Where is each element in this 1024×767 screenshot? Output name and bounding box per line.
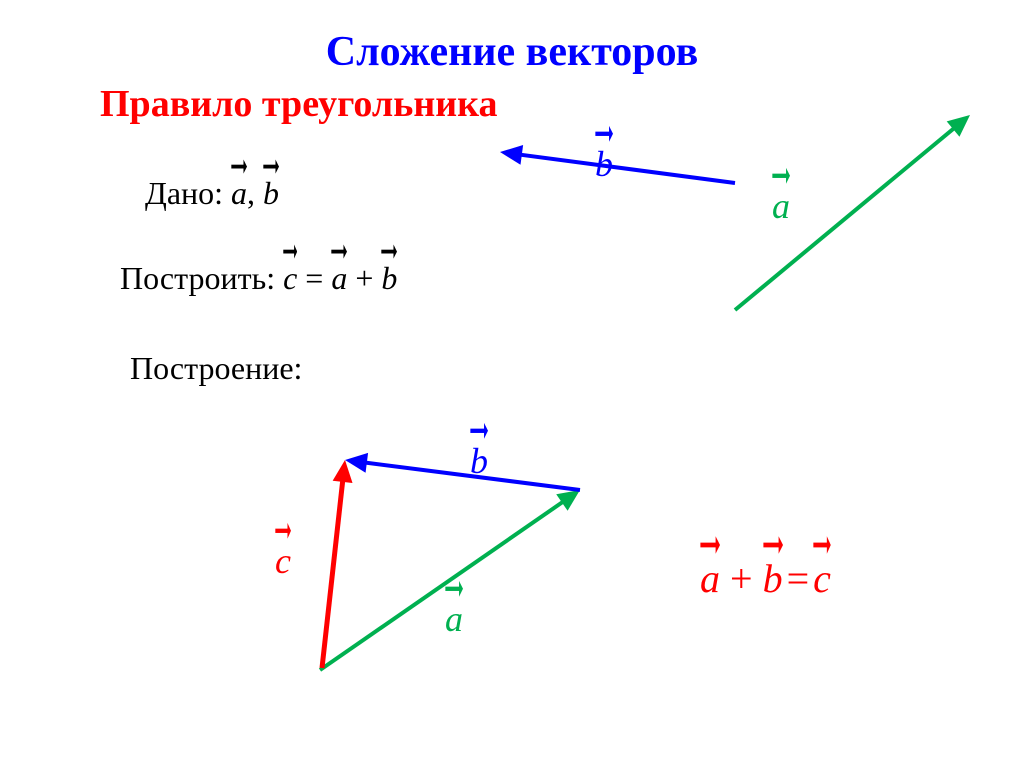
vector-c-label: c [275, 540, 291, 582]
symbol-b: b [263, 175, 279, 211]
title-text: Сложение векторов [326, 29, 699, 75]
plus: + [347, 260, 381, 296]
bottom-b-label: b [470, 440, 488, 482]
label-a: a [772, 186, 790, 226]
label-b: b [470, 441, 488, 481]
symbol-a: a [331, 260, 347, 296]
equals: = [297, 260, 331, 296]
bottom-c-label: c [275, 540, 291, 582]
vector-b-label: b [470, 440, 488, 482]
page-title: Сложение векторов [0, 28, 1024, 76]
vector-arrow-icon [263, 157, 279, 176]
vector-arrow-icon [283, 242, 297, 261]
subtitle: Правило треугольника [100, 82, 497, 126]
vector-arrow-icon [231, 157, 247, 176]
vector-arrow-icon [763, 533, 783, 557]
comma: , [247, 175, 263, 211]
construct-line: Построить: c = a + b [120, 260, 397, 297]
vector-arrow-icon [381, 242, 397, 261]
symbol-a: a [700, 556, 720, 601]
vector-c-symbol: c [283, 260, 297, 297]
vector-arrow-icon [813, 533, 831, 557]
label-a: a [445, 599, 463, 639]
vector-a-label: a [445, 598, 463, 640]
vector-b-symbol: b [763, 555, 783, 602]
bottom-a-label: a [445, 598, 463, 640]
given-line: Дано: a, b [145, 175, 279, 212]
vector-a-symbol: a [231, 175, 247, 212]
construct-prefix: Построить: [120, 260, 283, 296]
plus: + [720, 556, 763, 601]
result-formula: a + b=c [700, 555, 831, 602]
vector-b-symbol: b [263, 175, 279, 212]
equals: = [787, 556, 810, 601]
symbol-c: c [283, 260, 297, 296]
vector-a-label: a [772, 185, 790, 227]
vector-c-symbol: c [813, 555, 831, 602]
vector-a-symbol: a [331, 260, 347, 297]
given-prefix: Дано: [145, 175, 231, 211]
vector-a-symbol: a [700, 555, 720, 602]
vector-arrow-icon [445, 578, 463, 600]
vector-arrow-icon [275, 520, 291, 542]
vector-b-symbol: b [381, 260, 397, 297]
symbol-c: c [813, 556, 831, 601]
symbol-a: a [231, 175, 247, 211]
top-a-label: a [772, 185, 790, 227]
label-c: c [275, 541, 291, 581]
subtitle-text: Правило треугольника [100, 83, 497, 125]
top-b-label: b [595, 143, 613, 185]
vector-arrow-icon [700, 533, 720, 557]
symbol-b: b [763, 556, 783, 601]
vector-b-label: b [595, 143, 613, 185]
label-b: b [595, 144, 613, 184]
vector-arrow-icon [772, 165, 790, 187]
symbol-b: b [381, 260, 397, 296]
construction-text: Построение: [130, 350, 302, 386]
construction-line: Построение: [130, 350, 302, 387]
vector-arrow-icon [470, 420, 488, 442]
vector-arrow-icon [595, 123, 613, 145]
vector-arrow-icon [331, 242, 347, 261]
